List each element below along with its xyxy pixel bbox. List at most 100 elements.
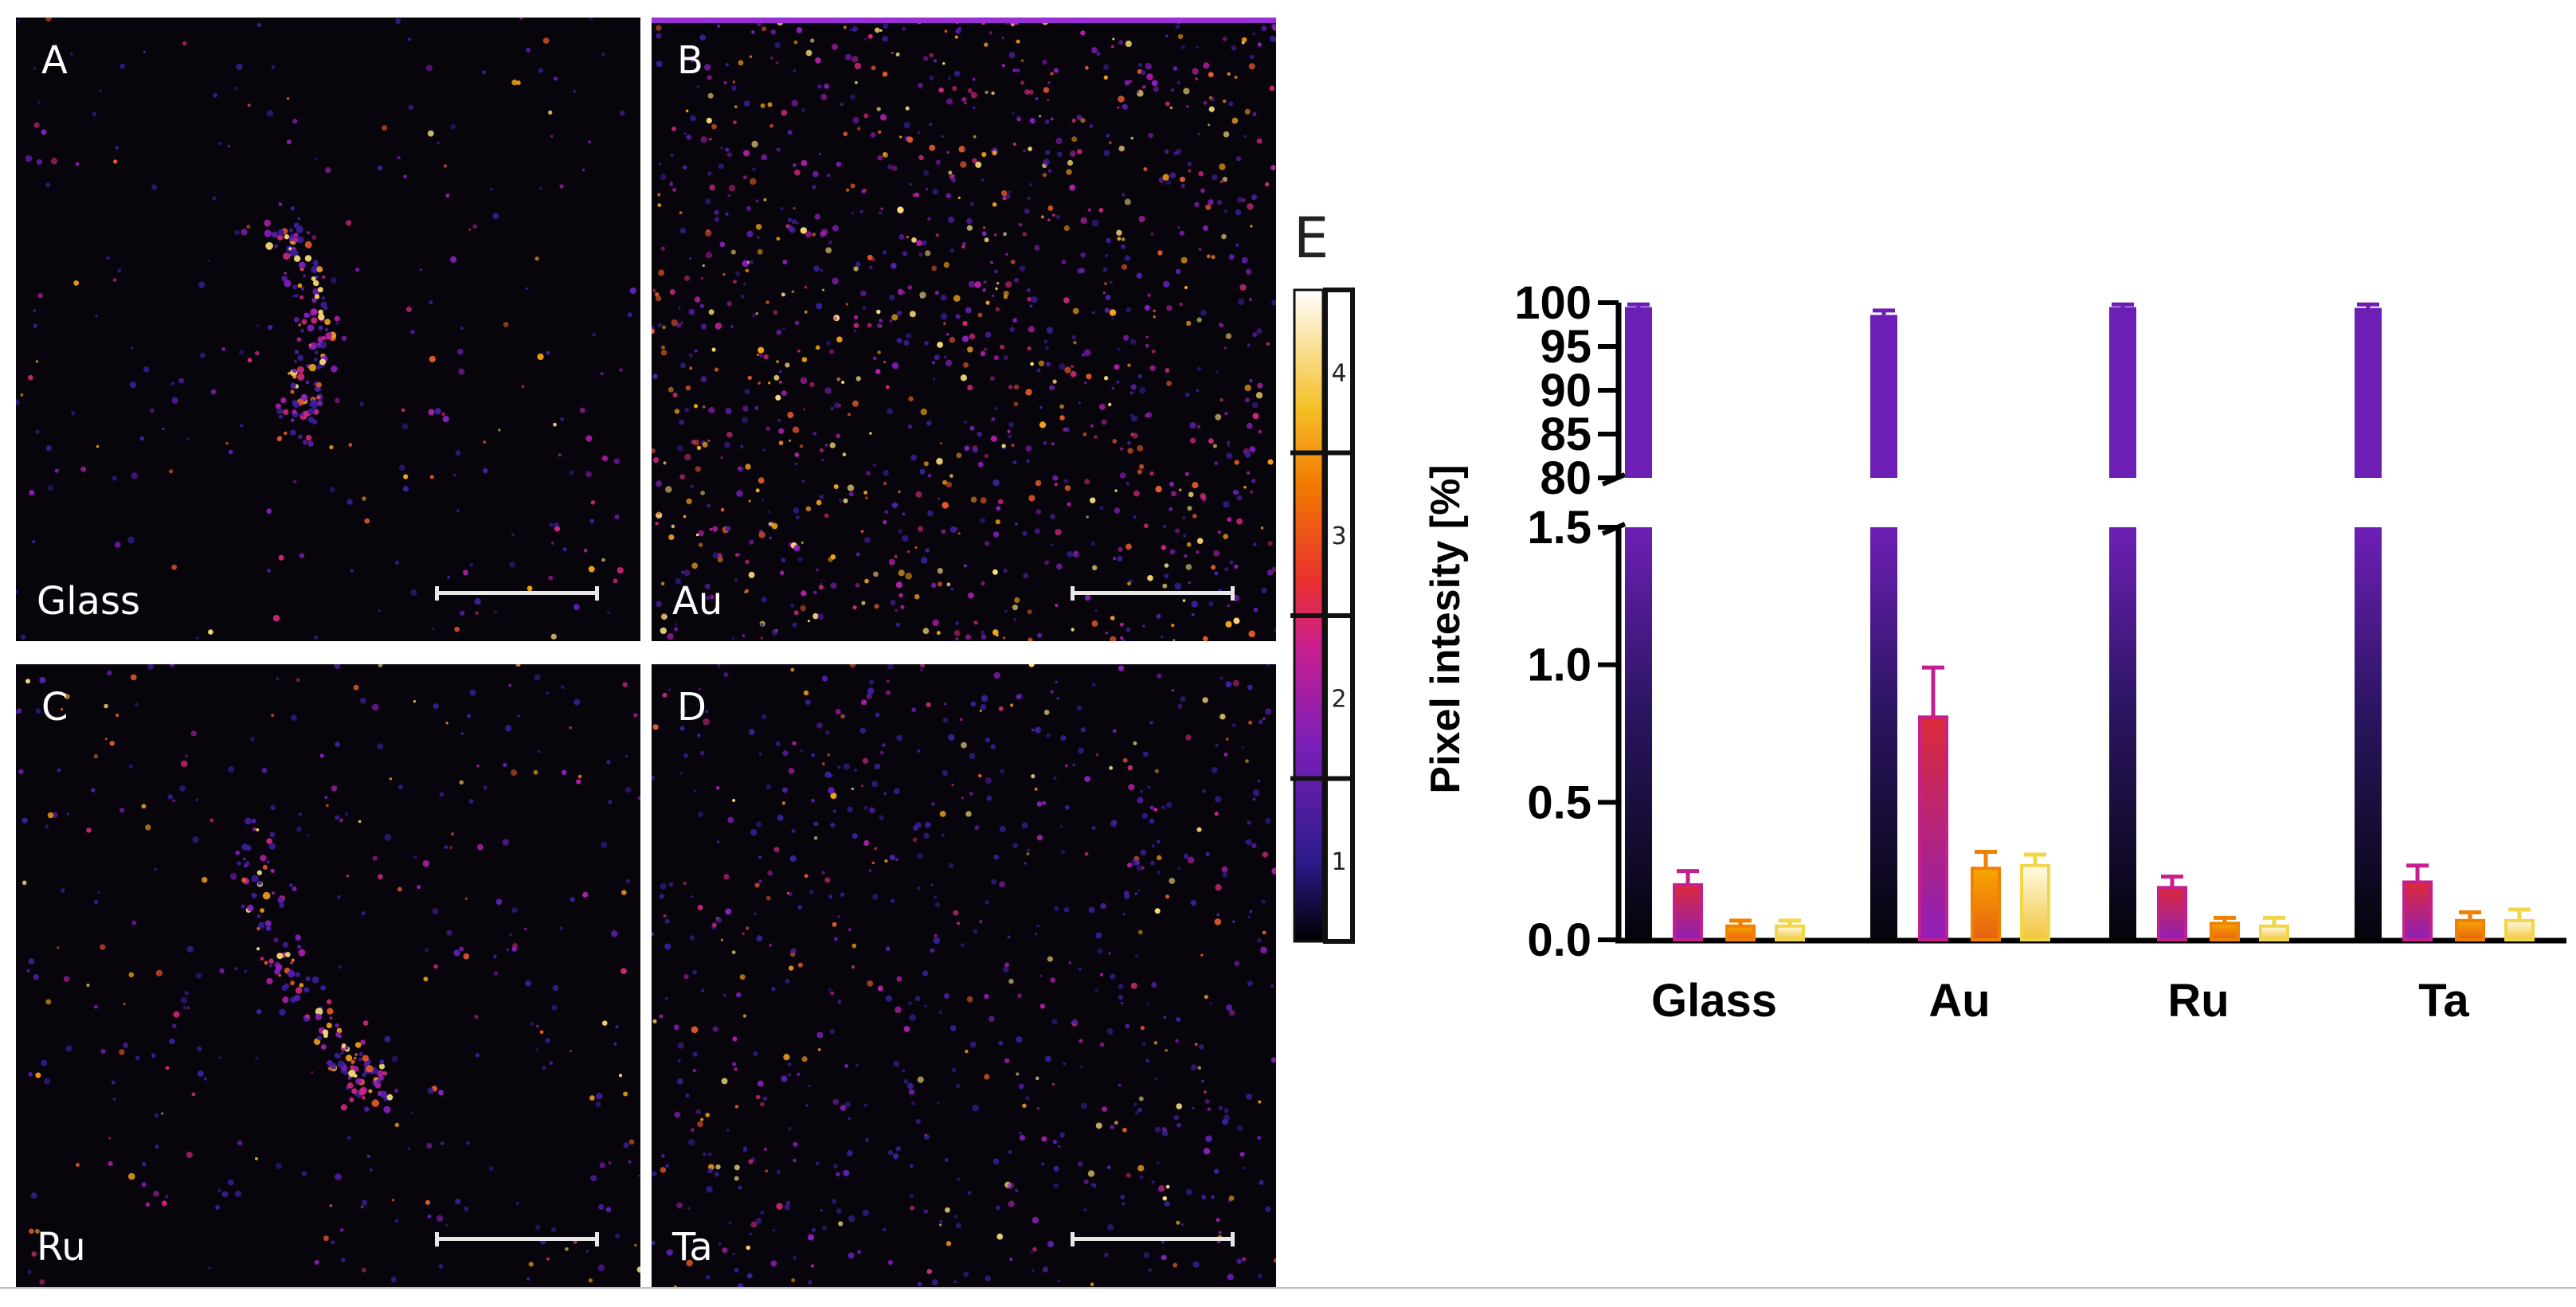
signal-speck xyxy=(674,1285,677,1287)
signal-speck xyxy=(1203,225,1208,231)
signal-speck xyxy=(1116,229,1122,236)
signal-speck xyxy=(1222,99,1227,104)
signal-speck xyxy=(939,1219,942,1223)
signal-speck xyxy=(217,1188,221,1192)
cluster-speck xyxy=(349,1097,354,1102)
signal-speck xyxy=(820,458,824,462)
signal-speck xyxy=(1179,488,1182,491)
signal-speck xyxy=(1094,988,1098,992)
signal-speck xyxy=(663,461,667,465)
cluster-speck xyxy=(294,223,298,226)
cluster-speck xyxy=(265,242,273,250)
signal-speck xyxy=(859,727,867,734)
signal-speck xyxy=(1165,368,1170,373)
signal-speck xyxy=(843,498,848,503)
signal-speck xyxy=(50,158,58,165)
signal-speck xyxy=(828,240,833,245)
signal-speck xyxy=(1090,497,1096,503)
signal-speck xyxy=(906,136,914,143)
signal-speck xyxy=(864,537,871,543)
signal-speck xyxy=(1187,506,1192,511)
signal-speck xyxy=(1012,318,1017,323)
signal-speck xyxy=(80,466,87,472)
signal-speck xyxy=(725,212,729,216)
signal-speck xyxy=(1231,722,1236,728)
signal-speck xyxy=(961,742,967,749)
signal-speck xyxy=(483,440,487,444)
cluster-speck xyxy=(292,374,297,379)
cluster-speck xyxy=(293,255,301,262)
signal-speck xyxy=(35,1072,41,1078)
signal-speck xyxy=(1261,588,1267,594)
signal-speck xyxy=(857,1250,862,1254)
signal-speck xyxy=(942,479,948,485)
signal-speck xyxy=(898,593,903,598)
signal-speck xyxy=(1043,87,1050,93)
signal-speck xyxy=(773,847,780,852)
signal-speck xyxy=(1171,624,1175,628)
signal-speck xyxy=(1042,1266,1049,1273)
signal-speck xyxy=(773,310,778,315)
signal-speck xyxy=(1149,471,1154,476)
signal-speck xyxy=(760,1102,765,1107)
cluster-speck xyxy=(251,818,256,824)
signal-speck xyxy=(1127,581,1131,586)
signal-speck xyxy=(829,349,835,354)
cluster-speck xyxy=(291,418,295,422)
signal-speck xyxy=(401,423,409,430)
signal-speck xyxy=(1032,1246,1037,1252)
signal-speck xyxy=(832,225,839,232)
signal-speck xyxy=(154,1113,159,1118)
signal-speck xyxy=(1219,714,1226,720)
signal-speck xyxy=(801,541,804,545)
signal-speck xyxy=(1211,174,1218,181)
micrograph-c-signal xyxy=(16,664,640,1285)
signal-speck xyxy=(732,798,736,802)
signal-speck xyxy=(437,141,440,144)
signal-speck xyxy=(862,1209,870,1217)
signal-speck xyxy=(999,825,1006,833)
signal-speck xyxy=(1252,797,1256,801)
signal-speck xyxy=(826,340,832,346)
cluster-speck xyxy=(266,977,273,984)
signal-speck xyxy=(961,245,965,248)
cluster-speck xyxy=(260,908,264,914)
signal-speck xyxy=(1028,89,1034,95)
signal-speck xyxy=(1149,721,1153,725)
cluster-speck xyxy=(308,343,312,347)
signal-speck xyxy=(411,1111,414,1114)
signal-speck xyxy=(1256,1135,1262,1141)
signal-speck xyxy=(438,1264,444,1269)
signal-speck xyxy=(1176,1122,1181,1128)
signal-speck xyxy=(944,992,950,999)
signal-speck xyxy=(107,670,112,676)
signal-speck xyxy=(29,1228,34,1235)
signal-speck xyxy=(708,309,714,315)
cluster-speck xyxy=(279,902,285,909)
signal-speck xyxy=(1227,604,1230,608)
signal-speck xyxy=(950,587,954,591)
signal-speck xyxy=(1246,1094,1253,1101)
signal-speck xyxy=(748,728,755,735)
signal-speck xyxy=(360,697,366,704)
signal-speck xyxy=(601,558,605,562)
cluster-speck xyxy=(282,941,288,948)
cluster-speck xyxy=(289,252,293,256)
signal-speck xyxy=(977,773,982,778)
signal-speck xyxy=(760,1210,765,1215)
signal-speck xyxy=(1226,452,1233,460)
signal-speck xyxy=(1257,779,1261,783)
cluster-speck xyxy=(288,228,294,233)
signal-speck xyxy=(44,1078,51,1085)
signal-speck xyxy=(1084,776,1090,782)
signal-speck xyxy=(807,620,811,623)
signal-speck xyxy=(788,1126,792,1131)
signal-speck xyxy=(1110,1125,1114,1129)
signal-speck xyxy=(786,891,790,895)
signal-speck xyxy=(1010,260,1016,264)
signal-speck xyxy=(329,444,334,450)
signal-speck xyxy=(889,854,895,861)
signal-speck xyxy=(410,589,417,596)
signal-speck xyxy=(30,1192,37,1199)
cluster-speck xyxy=(311,976,319,984)
